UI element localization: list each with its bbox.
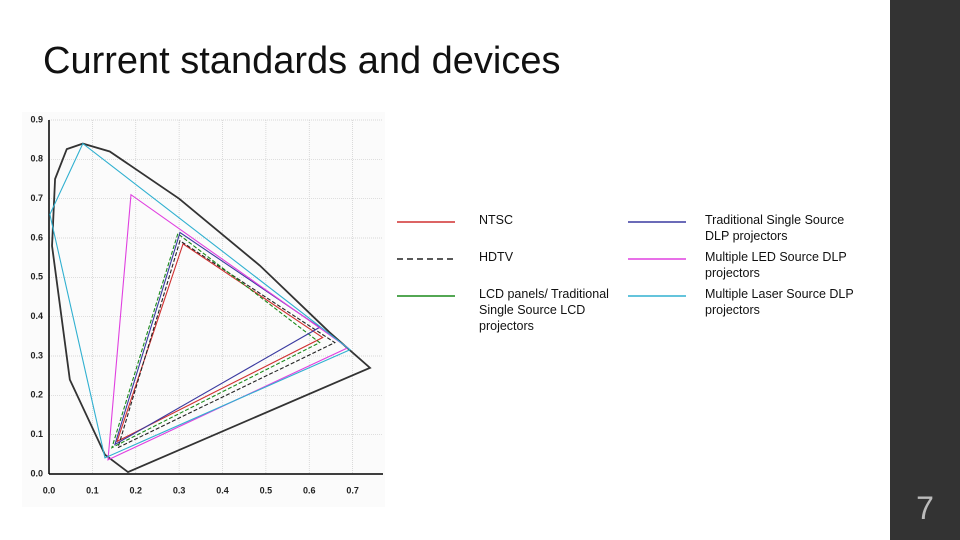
- slide-title: Current standards and devices: [43, 40, 561, 82]
- y-tick-label: 0.8: [30, 154, 43, 164]
- x-tick-label: 0.5: [260, 485, 273, 495]
- y-tick-label: 0.3: [30, 350, 43, 360]
- y-tick-label: 0.5: [30, 272, 43, 282]
- chart-background: [22, 112, 385, 507]
- y-tick-label: 0.0: [30, 468, 43, 478]
- legend-label: HDTV: [479, 250, 514, 264]
- legend-label: NTSC: [479, 213, 514, 227]
- slide-number: 7: [916, 490, 934, 526]
- gamut-outline: [113, 231, 321, 446]
- gamut-outline: [49, 142, 352, 459]
- y-tick-label: 0.1: [30, 429, 43, 439]
- y-tick-label: 0.6: [30, 232, 43, 242]
- chart: 0.0 0.1 0.2 0.3 0.4 0.5 0.6 0.7 0.0 0.1 0.2 0.3 0.4 0…: [22, 112, 686, 507]
- gamut-outline: [110, 232, 321, 449]
- y-tick-label: 0.9: [30, 114, 43, 124]
- legend-label: LCD panels/ Traditional Single Source LC…: [479, 287, 609, 333]
- legend-label: Multiple LED Source DLP projectors: [705, 250, 847, 280]
- x-tick-label: 0.7: [346, 485, 359, 495]
- x-tick-label: 0.1: [86, 485, 99, 495]
- x-tick-label: 0.4: [216, 485, 229, 495]
- gamut-outline: [117, 239, 336, 449]
- y-tick-label: 0.4: [30, 311, 43, 321]
- x-tick-label: 0.3: [173, 485, 186, 495]
- y-tick-label: 0.2: [30, 390, 43, 400]
- x-tick-label: 0.2: [129, 485, 142, 495]
- x-tick-label: 0.0: [43, 485, 56, 495]
- legend-label: Multiple Laser Source DLP projectors: [705, 287, 854, 317]
- legend-label: Traditional Single Source DLP projectors: [705, 213, 845, 243]
- side-bar: [890, 0, 960, 540]
- y-tick-label: 0.7: [30, 193, 43, 203]
- x-tick-label: 0.6: [303, 485, 316, 495]
